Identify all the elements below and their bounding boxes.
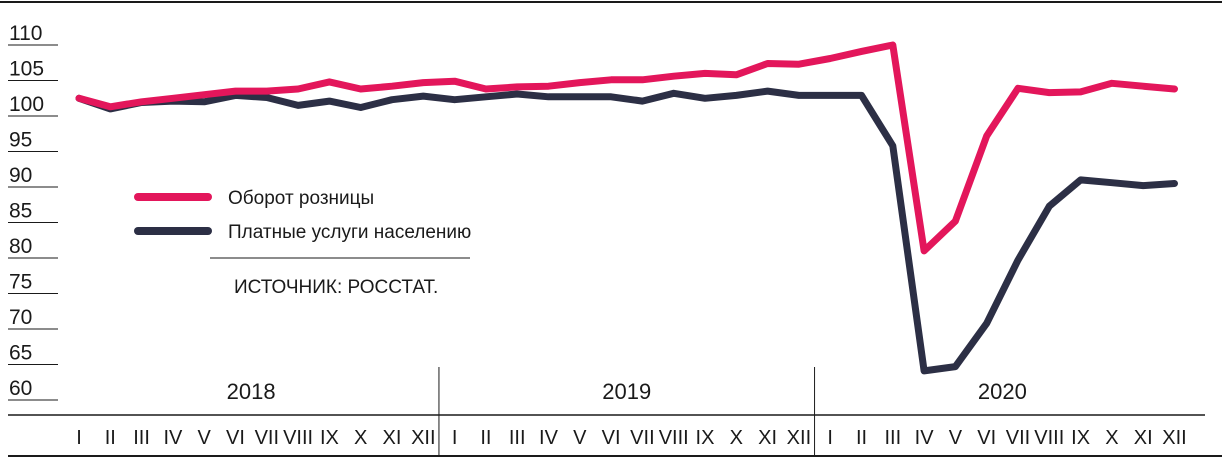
grid [8, 44, 58, 401]
month-tick-label: VI [602, 427, 621, 449]
series-lines [75, 41, 1178, 375]
month-tick-label: VI [977, 427, 996, 449]
month-tick-label: IX [320, 427, 339, 449]
month-tick-label: V [573, 427, 587, 449]
month-tick-label: VII [255, 427, 279, 449]
month-tick-label: X [1105, 427, 1118, 449]
year-label: 2018 [227, 379, 276, 404]
month-tick-label: VII [1006, 427, 1030, 449]
month-tick-label: IX [1071, 427, 1090, 449]
month-tick-label: XI [383, 427, 402, 449]
month-tick-label: IV [915, 427, 935, 449]
month-tick-label: III [509, 427, 526, 449]
y-tick-label: 75 [9, 271, 32, 294]
y-tick-label: 85 [9, 200, 32, 223]
month-tick-label: XII [411, 427, 435, 449]
month-tick-label: IX [696, 427, 715, 449]
source-note: ИСТОЧНИК: РОССТАТ. [234, 277, 438, 298]
y-tick-label: 70 [9, 306, 32, 329]
y-tick-label: 100 [9, 93, 44, 116]
month-tick-label: V [198, 427, 212, 449]
year-label: 2020 [978, 379, 1027, 404]
legend-label-retail: Оборот розницы [228, 188, 374, 209]
series-line-services [75, 87, 1178, 375]
y-tick-label: 95 [9, 129, 32, 152]
y-axis-labels: 110 105 100 95 90 85 80 75 70 65 60 [9, 22, 44, 400]
month-tick-label: IV [163, 427, 183, 449]
month-tick-label: XI [1134, 427, 1153, 449]
month-tick-label: VIII [283, 427, 313, 449]
legend: Оборот розницы Платные услуги населению … [134, 188, 471, 298]
month-tick-label: III [884, 427, 901, 449]
series-line-retail [75, 41, 1178, 255]
y-tick-label: 65 [9, 342, 32, 365]
y-tick-label: 60 [9, 377, 32, 400]
year-label: 2019 [602, 379, 651, 404]
y-tick-label: 105 [9, 58, 44, 81]
month-tick-label: XII [1162, 427, 1186, 449]
month-tick-label: IV [539, 427, 559, 449]
month-tick-label: XI [758, 427, 777, 449]
y-tick-label: 80 [9, 235, 32, 258]
month-tick-label: VIII [1034, 427, 1064, 449]
month-tick-label: X [354, 427, 367, 449]
month-tick-label: VIII [659, 427, 689, 449]
month-tick-label: VI [226, 427, 245, 449]
month-tick-label: VII [630, 427, 654, 449]
legend-label-services: Платные услуги населению [228, 222, 471, 243]
month-tick-label: II [856, 427, 867, 449]
month-tick-label: I [827, 427, 833, 449]
y-tick-label: 90 [9, 164, 32, 187]
month-tick-label: II [480, 427, 491, 449]
month-tick-label: II [105, 427, 116, 449]
month-tick-label: III [133, 427, 150, 449]
month-tick-label: I [76, 427, 82, 449]
month-tick-label: I [452, 427, 458, 449]
y-tick-label: 110 [9, 22, 42, 45]
month-tick-label: X [730, 427, 743, 449]
month-tick-label: V [949, 427, 963, 449]
month-tick-label: XII [787, 427, 811, 449]
